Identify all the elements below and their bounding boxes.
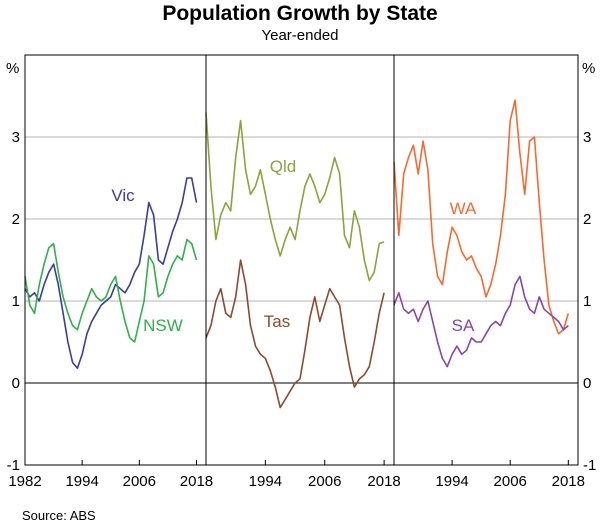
x-tick-label: 1994 xyxy=(65,473,98,490)
chart-subtitle: Year-ended xyxy=(261,27,338,44)
x-tick-label: 2006 xyxy=(308,473,341,490)
series-line-sa xyxy=(393,275,569,368)
x-tick-label: 2018 xyxy=(367,473,400,490)
y-tick-left: 1 xyxy=(12,293,20,310)
y-tick-left: 3 xyxy=(12,129,20,146)
x-tick-label: 1982 xyxy=(8,473,41,490)
y-tick-right: -1 xyxy=(583,457,596,474)
series-lines xyxy=(24,99,570,409)
series-label-sa: SA xyxy=(452,316,475,335)
right-unit-label: % xyxy=(582,60,595,77)
series-label-nsw: NSW xyxy=(143,316,183,335)
series-line-nsw xyxy=(24,238,198,343)
series-line-wa xyxy=(393,99,570,335)
series-line-vic xyxy=(24,177,198,369)
series-label-qld: Qld xyxy=(270,157,296,176)
plot-frame xyxy=(24,54,579,466)
x-tick-label: 2006 xyxy=(123,473,156,490)
series-labels: Vic NSW Qld Tas WA SA xyxy=(111,157,477,335)
left-unit-label: % xyxy=(6,60,19,77)
y-tick-left: 0 xyxy=(12,375,20,392)
y-tick-right: 2 xyxy=(583,211,591,228)
x-tick-label: 2018 xyxy=(552,473,585,490)
x-tick-label: 1994 xyxy=(249,473,282,490)
series-label-wa: WA xyxy=(450,199,477,218)
y-tick-right: 0 xyxy=(583,375,591,392)
y-tick-left: -1 xyxy=(7,457,20,474)
plot-border xyxy=(24,54,579,466)
x-tick-label: 2006 xyxy=(494,473,527,490)
y-tick-right: 3 xyxy=(583,129,591,146)
x-tick-label: 1994 xyxy=(435,473,468,490)
x-tick-label: 2018 xyxy=(180,473,213,490)
axis-labels: % % -1 -1 0 0 1 1 2 2 3 3 1982 1994 2006 2018 1994 2006… xyxy=(6,60,596,490)
series-line-qld xyxy=(205,112,385,282)
series-line-tas xyxy=(205,259,385,409)
y-tick-left: 2 xyxy=(12,211,20,228)
y-tick-right: 1 xyxy=(583,293,591,310)
series-label-tas: Tas xyxy=(264,312,290,331)
series-label-vic: Vic xyxy=(111,186,135,205)
chart-title: Population Growth by State xyxy=(162,2,437,25)
source-note: Source: ABS xyxy=(22,508,96,523)
gridlines xyxy=(25,136,578,466)
